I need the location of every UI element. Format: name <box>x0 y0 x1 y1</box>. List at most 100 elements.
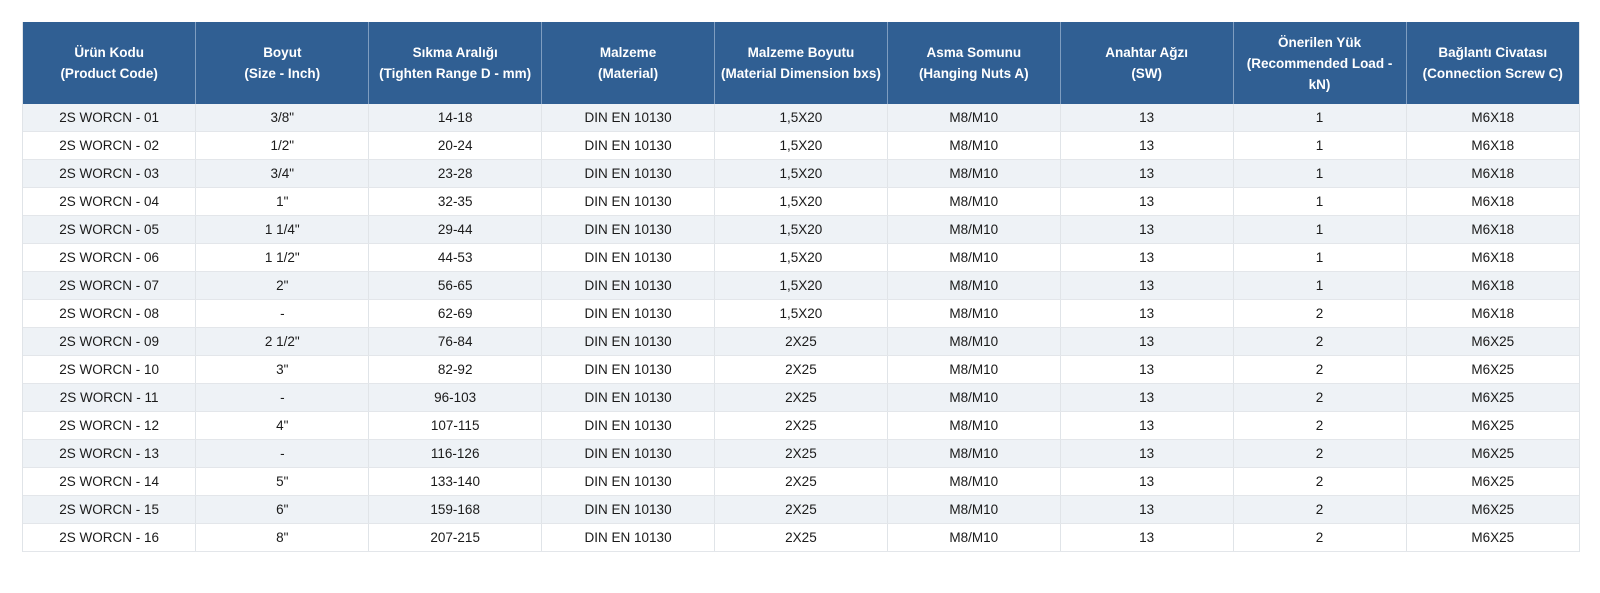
cell-hanging-nuts: M8/M10 <box>887 523 1061 552</box>
cell-hanging-nuts: M8/M10 <box>887 467 1061 496</box>
cell-size-inch: 3/4" <box>195 159 370 188</box>
cell-tighten-range: 56-65 <box>368 271 543 300</box>
cell-wrench-size: 13 <box>1060 271 1234 300</box>
cell-connection-screw: M6X25 <box>1406 439 1579 468</box>
column-header-sublabel: (Size - Inch) <box>244 66 321 81</box>
table-row: 2S WORCN - 02 1/2" 20-24 DIN EN 10130 1,5X20… <box>23 131 1579 160</box>
cell-connection-screw: M6X25 <box>1406 467 1579 496</box>
cell-wrench-size: 13 <box>1060 104 1234 132</box>
cell-material-dimension: 1,5X20 <box>714 159 888 188</box>
cell-connection-screw: M6X25 <box>1406 495 1579 524</box>
table-row: 2S WORCN - 12 4" 107-115 DIN EN 10130 2X25 M8… <box>23 411 1579 440</box>
cell-connection-screw: M6X18 <box>1406 104 1579 132</box>
column-header-material: Malzeme (Material) <box>541 22 715 104</box>
cell-size-inch: 1 1/4" <box>195 215 370 244</box>
column-header-sublabel: (Material) <box>598 66 659 81</box>
column-header-recommended-load: Önerilen Yük (Recommended Load - kN) <box>1233 22 1407 104</box>
product-table: Ürün Kodu (Product Code) Boyut (Size - Inch… <box>23 22 1579 552</box>
cell-hanging-nuts: M8/M10 <box>887 439 1061 468</box>
cell-recommended-load: 2 <box>1233 411 1407 440</box>
cell-size-inch: 1/2" <box>195 131 370 160</box>
cell-product-code: 2S WORCN - 11 <box>23 383 197 412</box>
cell-connection-screw: M6X25 <box>1406 355 1579 384</box>
cell-hanging-nuts: M8/M10 <box>887 495 1061 524</box>
table-row: 2S WORCN - 14 5" 133-140 DIN EN 10130 2X25 M8… <box>23 467 1579 496</box>
column-header-label: Boyut <box>263 45 302 60</box>
cell-material: DIN EN 10130 <box>541 383 715 412</box>
cell-product-code: 2S WORCN - 09 <box>23 327 197 356</box>
table-row: 2S WORCN - 06 1 1/2" 44-53 DIN EN 10130 1,5X… <box>23 243 1579 272</box>
cell-recommended-load: 1 <box>1233 159 1407 188</box>
cell-material-dimension: 1,5X20 <box>714 131 888 160</box>
table-row: 2S WORCN - 04 1" 32-35 DIN EN 10130 1,5X20 M8… <box>23 187 1579 216</box>
cell-material-dimension: 1,5X20 <box>714 187 888 216</box>
cell-wrench-size: 13 <box>1060 299 1234 328</box>
cell-wrench-size: 13 <box>1060 243 1234 272</box>
table-row: 2S WORCN - 10 3" 82-92 DIN EN 10130 2X25 M8/M… <box>23 355 1579 384</box>
cell-material: DIN EN 10130 <box>541 215 715 244</box>
table-row: 2S WORCN - 05 1 1/4" 29-44 DIN EN 10130 1,5X… <box>23 215 1579 244</box>
cell-hanging-nuts: M8/M10 <box>887 159 1061 188</box>
cell-wrench-size: 13 <box>1060 523 1234 552</box>
column-header-sublabel: (Tighten Range D - mm) <box>379 66 532 81</box>
cell-recommended-load: 2 <box>1233 439 1407 468</box>
cell-tighten-range: 82-92 <box>368 355 543 384</box>
cell-size-inch: 2" <box>195 271 370 300</box>
cell-product-code: 2S WORCN - 02 <box>23 131 197 160</box>
column-header-sublabel: (Material Dimension bxs) <box>721 66 881 81</box>
column-header-label: Bağlantı Civatası <box>1438 45 1548 60</box>
table-row: 2S WORCN - 08-62-69 DIN EN 10130 1,5X20 M8/… <box>23 299 1579 328</box>
cell-product-code: 2S WORCN - 10 <box>23 355 197 384</box>
cell-hanging-nuts: M8/M10 <box>887 187 1061 216</box>
cell-tighten-range: 32-35 <box>368 187 543 216</box>
column-header-wrench-size: Anahtar Ağzı (SW) <box>1060 22 1234 104</box>
cell-product-code: 2S WORCN - 04 <box>23 187 197 216</box>
cell-material-dimension: 2X25 <box>714 467 888 496</box>
cell-hanging-nuts: M8/M10 <box>887 243 1061 272</box>
cell-tighten-range: 96-103 <box>368 383 543 412</box>
cell-material: DIN EN 10130 <box>541 243 715 272</box>
cell-material: DIN EN 10130 <box>541 439 715 468</box>
cell-material: DIN EN 10130 <box>541 411 715 440</box>
cell-tighten-range: 133-140 <box>368 467 543 496</box>
cell-material-dimension: 1,5X20 <box>714 271 888 300</box>
cell-tighten-range: 159-168 <box>368 495 543 524</box>
cell-material: DIN EN 10130 <box>541 355 715 384</box>
cell-product-code: 2S WORCN - 05 <box>23 215 197 244</box>
cell-material-dimension: 2X25 <box>714 495 888 524</box>
column-header-label: Malzeme <box>599 45 657 60</box>
cell-wrench-size: 13 <box>1060 355 1234 384</box>
cell-recommended-load: 2 <box>1233 299 1407 328</box>
cell-material-dimension: 1,5X20 <box>714 215 888 244</box>
cell-recommended-load: 1 <box>1233 271 1407 300</box>
cell-size-inch: 6" <box>195 495 370 524</box>
cell-connection-screw: M6X25 <box>1406 411 1579 440</box>
cell-material-dimension: 2X25 <box>714 327 888 356</box>
cell-tighten-range: 14-18 <box>368 104 543 132</box>
cell-tighten-range: 207-215 <box>368 523 543 552</box>
cell-wrench-size: 13 <box>1060 467 1234 496</box>
cell-hanging-nuts: M8/M10 <box>887 271 1061 300</box>
cell-product-code: 2S WORCN - 12 <box>23 411 197 440</box>
cell-recommended-load: 2 <box>1233 467 1407 496</box>
column-header-sublabel: (Product Code) <box>60 66 158 81</box>
column-header-size-inch: Boyut (Size - Inch) <box>195 22 370 104</box>
cell-material: DIN EN 10130 <box>541 327 715 356</box>
cell-hanging-nuts: M8/M10 <box>887 355 1061 384</box>
column-header-sublabel: (Recommended Load - kN) <box>1246 55 1393 92</box>
column-header-sublabel: (Hanging Nuts A) <box>918 66 1029 81</box>
cell-size-inch: - <box>195 299 370 328</box>
cell-hanging-nuts: M8/M10 <box>887 383 1061 412</box>
cell-size-inch: 1" <box>195 187 370 216</box>
cell-size-inch: - <box>195 383 370 412</box>
cell-tighten-range: 116-126 <box>368 439 543 468</box>
cell-wrench-size: 13 <box>1060 495 1234 524</box>
cell-product-code: 2S WORCN - 01 <box>23 104 197 132</box>
cell-size-inch: 5" <box>195 467 370 496</box>
cell-material-dimension: 2X25 <box>714 355 888 384</box>
cell-tighten-range: 76-84 <box>368 327 543 356</box>
cell-material-dimension: 2X25 <box>714 411 888 440</box>
cell-hanging-nuts: M8/M10 <box>887 131 1061 160</box>
cell-size-inch: 3/8" <box>195 104 370 132</box>
cell-material-dimension: 2X25 <box>714 439 888 468</box>
